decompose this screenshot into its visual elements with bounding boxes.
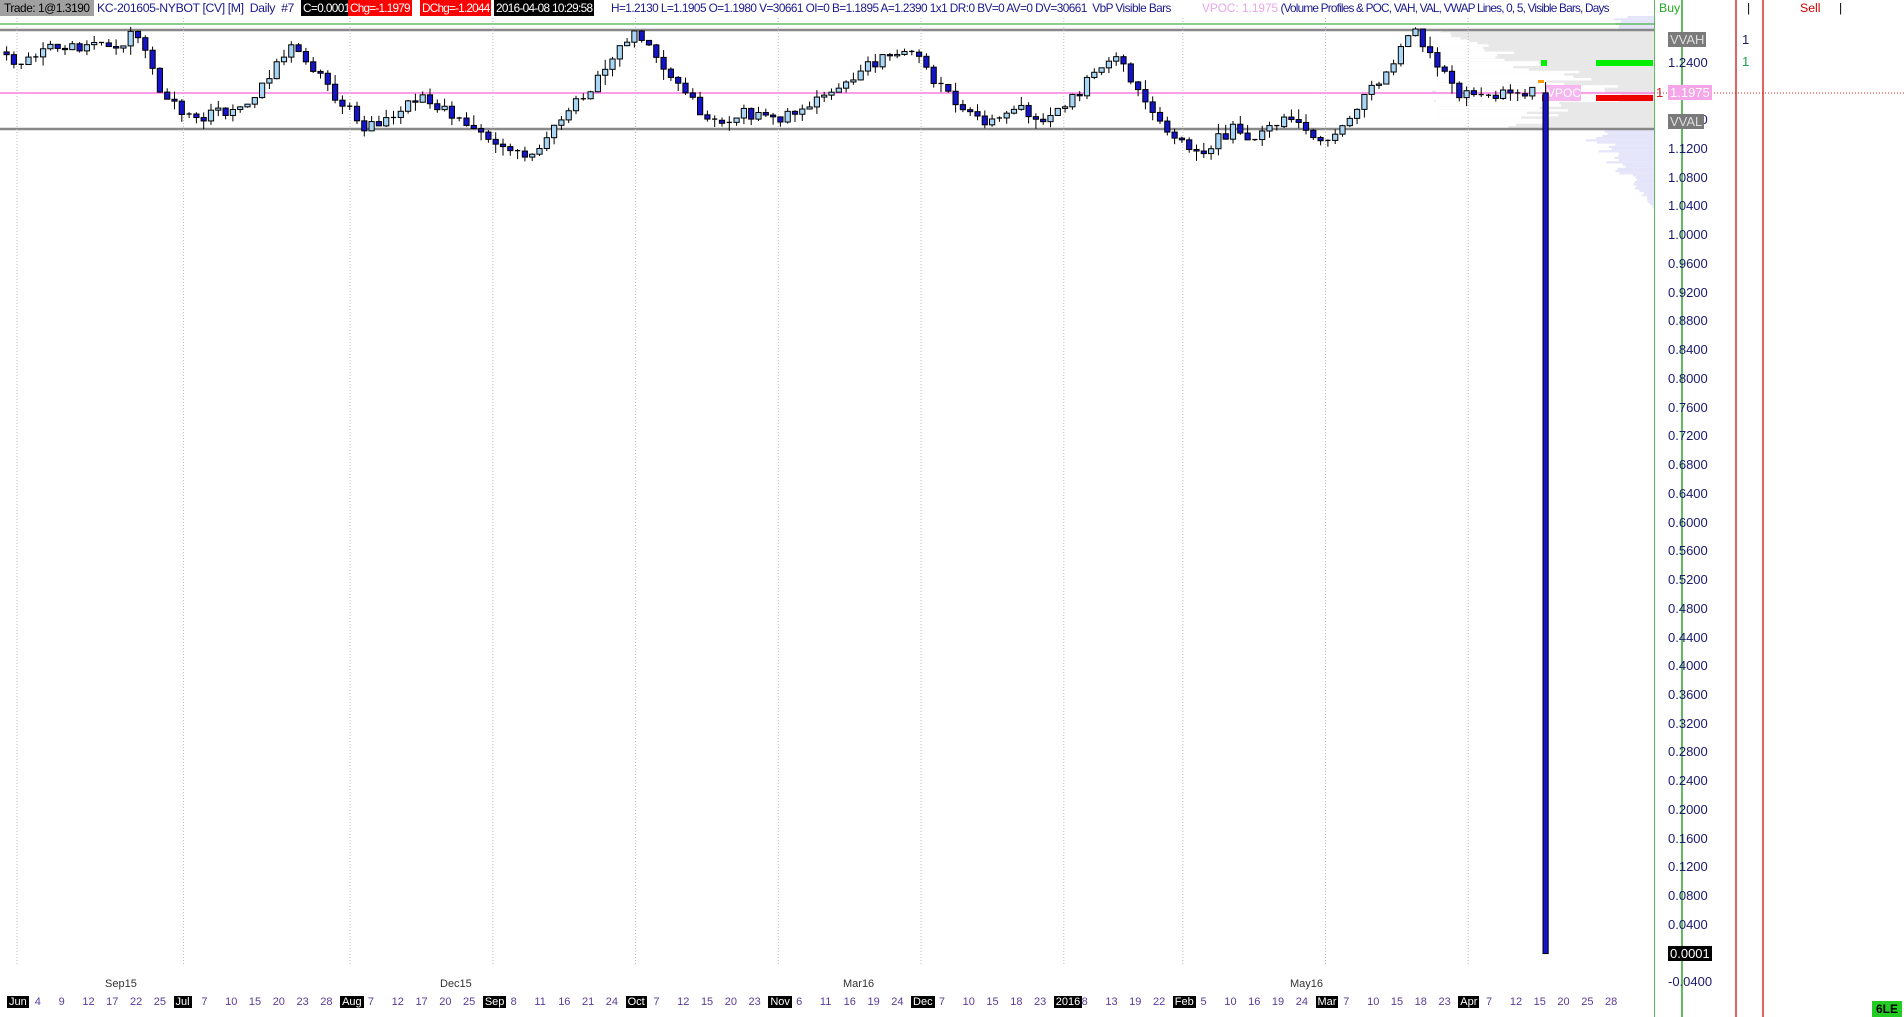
svg-text:VPOC: VPOC	[1547, 86, 1581, 100]
